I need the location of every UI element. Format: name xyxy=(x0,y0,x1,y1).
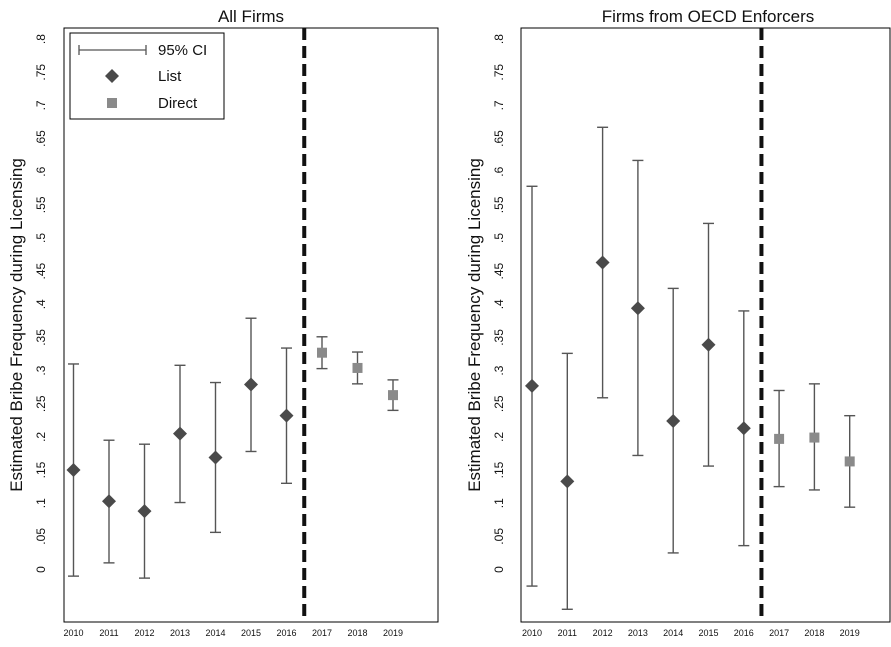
data-marks xyxy=(525,28,856,622)
y-tick-label: .05 xyxy=(492,528,506,545)
x-tick-label: 2017 xyxy=(312,628,332,638)
y-tick-label: .55 xyxy=(492,196,506,213)
list-point xyxy=(595,255,610,270)
x-tick-label: 2013 xyxy=(170,628,190,638)
legend-list-marker xyxy=(105,69,119,83)
legend-list-label: List xyxy=(158,68,182,85)
x-ticks: 2010 2011 2012 2013 2014 2015 2016 2017 2018 2019 xyxy=(63,628,403,638)
x-tick-label: 2015 xyxy=(241,628,261,638)
y-tick-label: .25 xyxy=(34,395,48,412)
y-tick-label: .35 xyxy=(34,329,48,346)
y-tick-label: .15 xyxy=(34,461,48,478)
y-tick-label: .1 xyxy=(492,498,506,508)
chart-title: Firms from OECD Enforcers xyxy=(602,7,815,26)
y-tick-label: .45 xyxy=(492,262,506,279)
legend-direct-marker xyxy=(107,98,117,108)
data-marks xyxy=(66,28,399,622)
y-tick-label: .25 xyxy=(492,395,506,412)
y-tick-label: .7 xyxy=(34,100,48,110)
list-point xyxy=(560,474,575,489)
chart-title: All Firms xyxy=(218,7,284,26)
y-tick-label: .8 xyxy=(492,34,506,44)
x-tick-label: 2011 xyxy=(558,628,577,638)
y-tick-label: .65 xyxy=(34,130,48,147)
y-tick-label: .7 xyxy=(492,100,506,110)
y-tick-label: .4 xyxy=(492,299,506,309)
list-point xyxy=(244,377,258,392)
y-tick-label: .2 xyxy=(34,432,48,442)
list-point xyxy=(666,413,681,428)
y-tick-label: .5 xyxy=(34,233,48,243)
y-tick-label: .2 xyxy=(492,432,506,442)
x-tick-label: 2014 xyxy=(205,628,225,638)
direct-point xyxy=(844,456,855,467)
x-tick-label: 2013 xyxy=(628,628,648,638)
x-tick-label: 2019 xyxy=(383,628,403,638)
legend-ci-label: 95% CI xyxy=(158,42,207,59)
y-ticks: 0 .05 .1 .15 .2 .25 .3 .35 .4 .45 .5 .55 .6 .65 .7 .75.… xyxy=(492,34,506,573)
direct-point xyxy=(317,347,327,358)
y-tick-label: .1 xyxy=(34,498,48,508)
list-point xyxy=(137,504,152,519)
y-tick-label: .6 xyxy=(34,166,48,176)
direct-point xyxy=(774,433,785,444)
y-axis-label: Estimated Bribe Frequency during Licensi… xyxy=(7,158,26,492)
x-tick-label: 2012 xyxy=(134,628,154,638)
panel-oecd-enforcers: Firms from OECD Enforcers Estimated Brib… xyxy=(465,7,891,638)
y-ticks: 0 .05 .1 .15 .2 .25 .3 .35 .4 .45 .5 .55 .6 .65 .7 .75.… xyxy=(34,34,48,573)
legend: 95% CI List Direct xyxy=(69,32,225,120)
list-point xyxy=(736,421,751,436)
x-tick-label: 2015 xyxy=(698,628,718,638)
y-tick-label: .8 xyxy=(34,34,48,44)
y-tick-label: .3 xyxy=(34,365,48,375)
plot-frame xyxy=(520,27,891,623)
panel-all-firms: All Firms Estimated Bribe Frequency duri… xyxy=(7,7,439,638)
y-tick-label: .4 xyxy=(34,299,48,309)
y-tick-label: .75 xyxy=(34,64,48,81)
y-tick-label: .35 xyxy=(492,329,506,346)
list-point xyxy=(279,408,294,423)
legend-box xyxy=(69,32,225,120)
x-tick-label: 2018 xyxy=(804,628,824,638)
list-point xyxy=(701,337,716,352)
y-tick-label: .75 xyxy=(492,64,506,81)
x-tick-label: 2016 xyxy=(276,628,296,638)
x-tick-label: 2010 xyxy=(522,628,542,638)
y-tick-label: .15 xyxy=(492,461,506,478)
x-tick-label: 2018 xyxy=(347,628,367,638)
x-tick-label: 2010 xyxy=(63,628,83,638)
x-tick-label: 2011 xyxy=(99,628,118,638)
legend-direct-label: Direct xyxy=(158,95,198,112)
x-tick-label: 2012 xyxy=(593,628,613,638)
y-tick-label: .45 xyxy=(34,262,48,279)
y-tick-label: 0 xyxy=(492,566,506,573)
y-tick-label: .05 xyxy=(34,528,48,545)
x-tick-label: 2014 xyxy=(663,628,683,638)
direct-point xyxy=(809,432,820,443)
list-point xyxy=(208,450,223,465)
direct-point xyxy=(352,362,363,373)
y-tick-label: .3 xyxy=(492,365,506,375)
x-tick-label: 2016 xyxy=(734,628,754,638)
y-tick-label: .6 xyxy=(492,166,506,176)
y-axis-label: Estimated Bribe Frequency during Licensi… xyxy=(465,158,484,492)
x-tick-label: 2019 xyxy=(840,628,860,638)
y-tick-label: .65 xyxy=(492,130,506,147)
y-tick-label: .55 xyxy=(34,196,48,213)
y-tick-label: 0 xyxy=(34,566,48,573)
list-point xyxy=(630,301,645,316)
x-tick-label: 2017 xyxy=(769,628,789,638)
list-point xyxy=(525,378,539,393)
x-ticks: 2010 2011 2012 2013 2014 2015 2016 2017 2018 2019 xyxy=(522,628,860,638)
list-point xyxy=(102,494,116,509)
y-tick-label: .5 xyxy=(492,233,506,243)
list-point xyxy=(173,426,187,441)
list-point xyxy=(66,463,81,478)
direct-point xyxy=(388,390,398,401)
